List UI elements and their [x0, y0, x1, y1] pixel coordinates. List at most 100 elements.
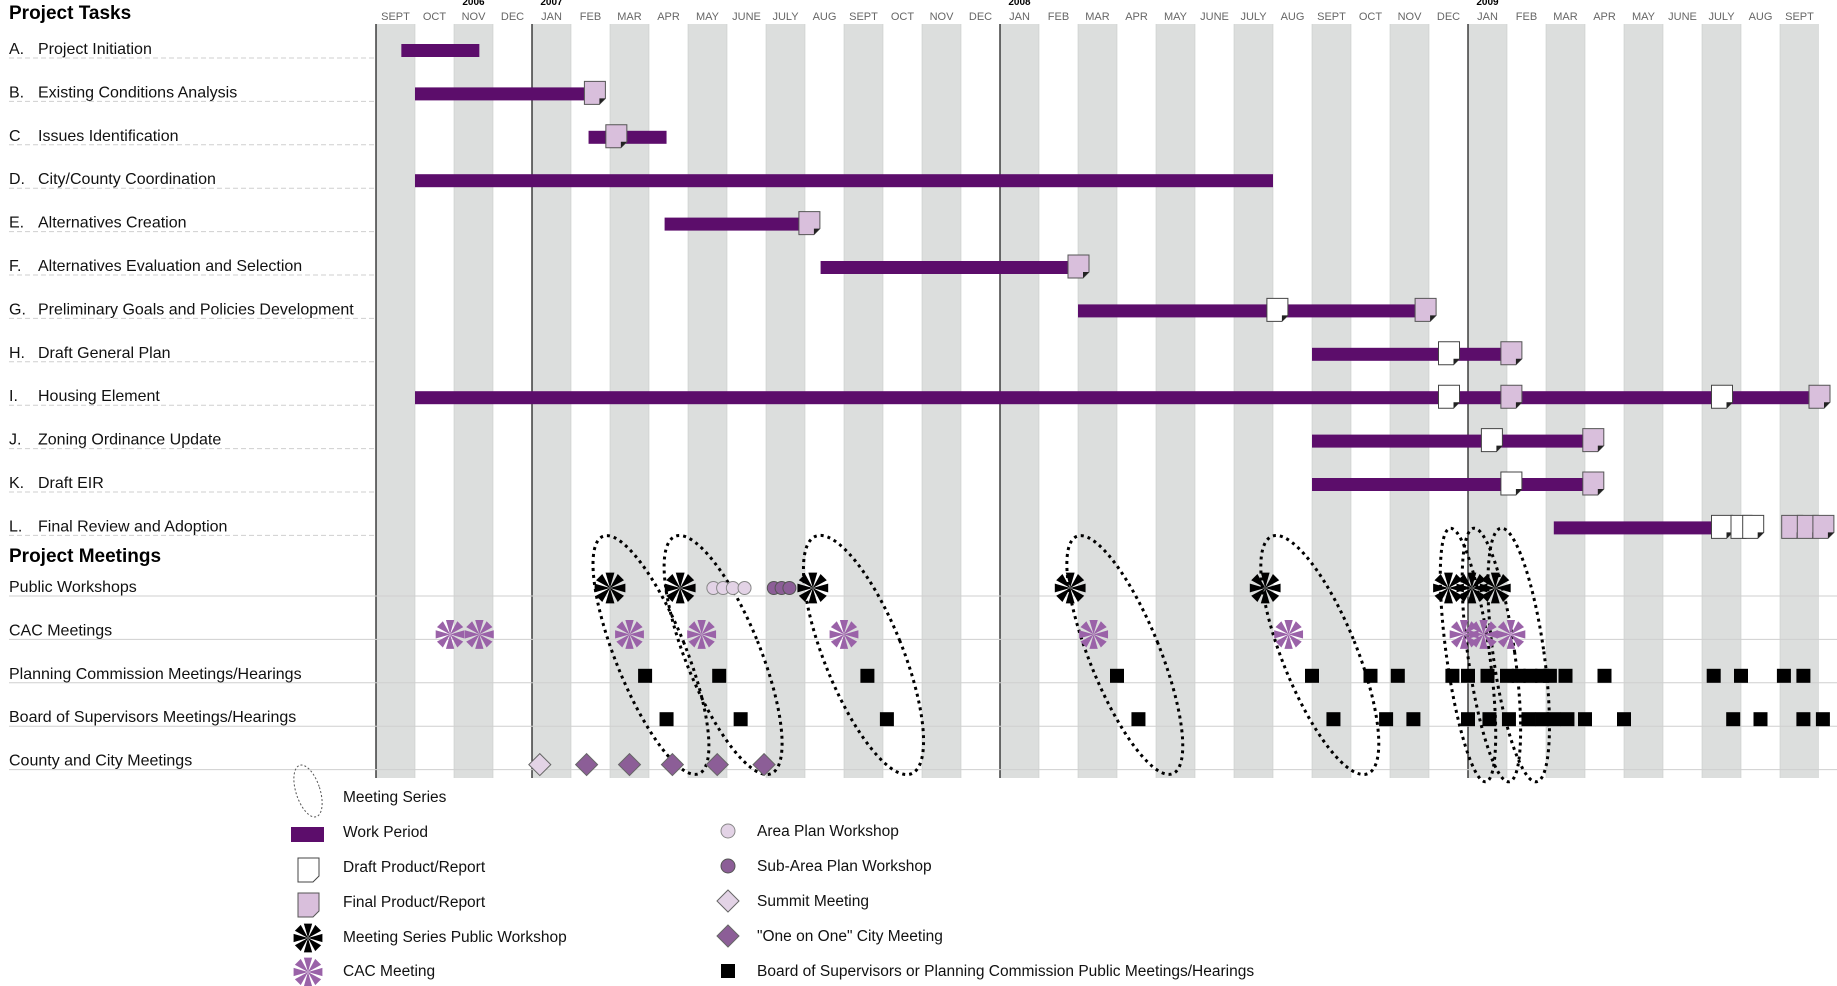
hearing-marker: [733, 712, 748, 727]
series-workshop-marker-ray: [1260, 588, 1270, 604]
legend-sub-area-plan-icon: [720, 858, 736, 874]
month-label: APR: [657, 11, 680, 23]
month-label: SEPT: [1317, 11, 1346, 23]
cac-meeting-marker-ray: [829, 630, 844, 639]
legend-one-on-one-icon: [716, 924, 740, 948]
legend-label-work-period: Work Period: [343, 824, 428, 841]
month-label: DEC: [969, 11, 992, 23]
series-workshop-marker-ray: [594, 583, 610, 593]
legend-draft-icon: [297, 857, 320, 883]
final-marker-fold: [599, 98, 606, 105]
legend-item-series-workshop: Meeting Series Public Workshop: [293, 923, 567, 953]
series-workshop-marker-ray: [812, 583, 829, 593]
cac-meeting-marker-ray: [1080, 634, 1094, 648]
series-workshop-marker-ray: [1434, 574, 1449, 588]
legend-label-area-plan: Area Plan Workshop: [757, 823, 899, 840]
month-label: NOV: [1398, 11, 1423, 23]
series-workshop-marker-ray: [1471, 574, 1486, 588]
cac-meeting-marker-ray: [687, 630, 702, 639]
cac-meeting-marker: [1079, 619, 1109, 649]
final-marker-fold: [620, 141, 627, 148]
month-shade: [376, 24, 415, 778]
series-workshop-marker-ray: [1249, 583, 1266, 593]
meeting-series-ellipse: [1486, 526, 1551, 784]
month-label: AUG: [1749, 11, 1773, 23]
series-workshop-marker-ray: [1070, 574, 1085, 588]
cac-meeting-marker-ray: [1089, 619, 1098, 635]
month-label: MAR: [1085, 11, 1110, 23]
cac-meeting-marker-ray: [1483, 621, 1497, 635]
cac-meeting-marker-ray: [688, 621, 702, 635]
legend-cac-icon-ray: [294, 972, 308, 986]
series-workshop-marker-ray: [1434, 588, 1449, 602]
cac-meeting-marker: [1496, 619, 1526, 649]
series-workshop-marker-ray: [797, 583, 813, 593]
cac-meeting-marker-ray: [479, 634, 493, 648]
series-workshop-marker: [594, 572, 626, 604]
legend-swatch-cac: [293, 957, 323, 986]
hearing-marker: [1326, 712, 1341, 727]
cac-meeting-marker-ray: [701, 634, 715, 648]
legend-cac-icon-ray: [308, 967, 323, 977]
hearing-marker: [1546, 712, 1561, 727]
hearing-marker: [659, 712, 674, 727]
cac-meeting-marker-ray: [1093, 634, 1107, 648]
final-marker-fold: [1827, 532, 1834, 539]
month-label: FEB: [1048, 11, 1069, 23]
month-label: SEPT: [381, 11, 410, 23]
hearing-marker: [1501, 712, 1516, 727]
cac-meeting-marker-ray: [1079, 630, 1094, 639]
cac-meeting-marker-ray: [1093, 621, 1107, 635]
series-workshop-marker-ray: [812, 574, 827, 588]
work-period-bar: [664, 217, 809, 231]
month-label: OCT: [1359, 11, 1383, 23]
month-label: JUNE: [1668, 11, 1697, 23]
hearing-marker: [1706, 668, 1721, 683]
series-workshop-marker-ray: [680, 574, 695, 588]
draft-marker: [1711, 514, 1733, 539]
cac-meeting-marker-ray: [479, 621, 493, 635]
sub-area-plan-workshop-marker: [782, 581, 797, 595]
cac-meeting-marker-ray: [1450, 634, 1465, 648]
series-workshop-marker-ray: [1495, 574, 1510, 588]
month-label: MAR: [1553, 11, 1578, 23]
one-on-one-meeting-marker: [574, 752, 599, 777]
series-workshop-marker-ray: [1471, 588, 1486, 602]
legend-swatch-sub-area-plan: [720, 858, 736, 874]
series-workshop-marker-ray: [1251, 574, 1266, 588]
task-name: Draft General Plan: [38, 345, 171, 362]
final-marker: [605, 124, 628, 149]
work-period-bar: [820, 261, 1078, 274]
cac-meeting-marker-ray: [1288, 630, 1304, 639]
meeting-series-ellipses: [591, 526, 1551, 784]
final-marker-fold: [1430, 315, 1437, 322]
project-meetings-heading: Project Meetings: [9, 546, 161, 567]
one-on-one-meeting-marker: [660, 752, 685, 777]
legend-final-icon: [297, 892, 320, 918]
task-name: Preliminary Goals and Policies Developme…: [38, 301, 354, 318]
work-period-bar: [1312, 347, 1507, 361]
final-marker: [798, 211, 821, 236]
legend-label-series-workshop: Meeting Series Public Workshop: [343, 929, 567, 946]
cac-meeting-marker-ray: [1510, 630, 1526, 639]
work-period-bar: [1312, 434, 1593, 448]
series-workshop-marker-ray: [1448, 588, 1463, 602]
month-label: JAN: [1009, 11, 1030, 23]
month-label: SEPT: [1785, 11, 1814, 23]
task-name: Alternatives Evaluation and Selection: [38, 258, 302, 275]
legend-cac-icon-ray: [308, 972, 322, 986]
legend-label-hearing: Board of Supervisors or Planning Commiss…: [757, 963, 1254, 980]
series-workshop-marker-ray: [1467, 572, 1477, 588]
task-id: C: [9, 128, 21, 145]
final-marker: [583, 80, 606, 105]
legend-cac-icon-ray: [293, 967, 308, 977]
month-label: JULY: [1240, 11, 1267, 23]
cac-meeting-marker-ray: [1080, 621, 1094, 635]
month-label: FEB: [580, 11, 601, 23]
series-workshop-marker-ray: [596, 588, 610, 602]
cac-meeting-marker-ray: [435, 630, 451, 639]
legend-cac-icon-ray: [308, 958, 322, 972]
cac-meeting-marker-ray: [1506, 619, 1516, 635]
month-label: MAY: [1164, 11, 1188, 23]
cac-meeting-marker-ray: [844, 634, 858, 648]
